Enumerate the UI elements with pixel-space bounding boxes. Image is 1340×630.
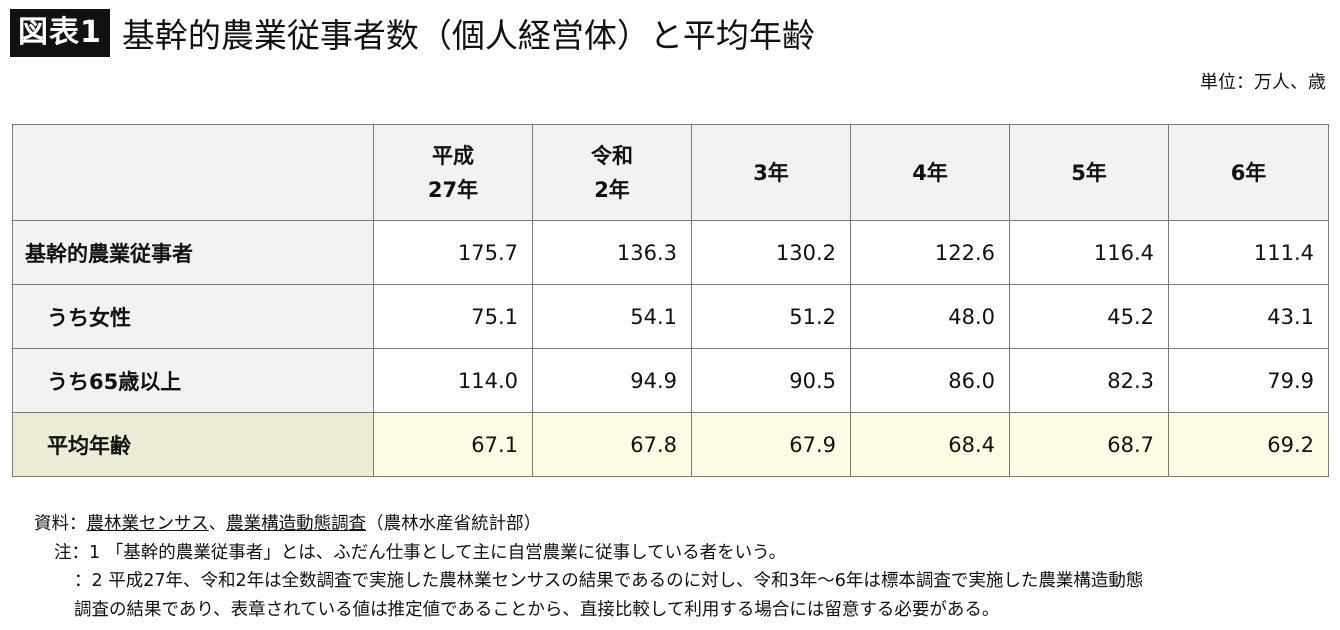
table-cell: 79.9	[1168, 348, 1329, 413]
note-2-line-2: 調査の結果であり、表章されている値は推定値であることから、直接比較して利用する場…	[74, 599, 1000, 620]
table-row: 基幹的農業従事者 175.7 136.3 130.2 122.6 116.4 1…	[12, 220, 1329, 285]
table-cell: 130.2	[691, 220, 851, 285]
header-cell: 平成 27年	[373, 124, 533, 221]
source-link-survey[interactable]: 農業構造動態調査	[226, 514, 367, 534]
header-cell: 3年	[691, 124, 851, 221]
table-cell: 90.5	[691, 348, 851, 413]
table-cell: 67.1	[373, 412, 533, 477]
table-cell: 69.2	[1168, 412, 1329, 477]
figure-title: 基幹的農業従事者数（個人経営体）と平均年齢	[121, 16, 815, 55]
row-label: 平均年齢	[12, 412, 374, 477]
header-cell: 5年	[1009, 124, 1169, 221]
table-cell: 54.1	[532, 284, 692, 349]
table-cell: 94.9	[532, 348, 692, 413]
header-cell: 令和 2年	[532, 124, 692, 221]
table-row: うち女性 75.1 54.1 51.2 48.0 45.2 43.1	[12, 284, 1329, 349]
header-corner	[12, 124, 374, 221]
note-1: 注：1 「基幹的農業従事者」とは、ふだん仕事として主に自営農業に従事している者を…	[54, 542, 787, 563]
table-cell: 48.0	[850, 284, 1010, 349]
source-prefix: 資料：	[34, 514, 87, 534]
table-cell: 43.1	[1168, 284, 1329, 349]
table-cell: 67.8	[532, 412, 692, 477]
table-cell: 86.0	[850, 348, 1010, 413]
row-label: うち65歳以上	[12, 348, 374, 413]
table-cell: 45.2	[1009, 284, 1169, 349]
source-suffix: （農林水産省統計部）	[366, 514, 542, 534]
table-cell: 175.7	[373, 220, 533, 285]
table-cell: 68.4	[850, 412, 1010, 477]
table-cell: 111.4	[1168, 220, 1329, 285]
table-cell: 122.6	[850, 220, 1010, 285]
figure-badge: 図表1	[10, 9, 110, 57]
table-row-average-age: 平均年齢 67.1 67.8 67.9 68.4 68.7 69.2	[12, 412, 1329, 477]
header-cell: 6年	[1168, 124, 1329, 221]
note-2-line-1: ：2 平成27年、令和2年は全数調査で実施した農林業センサスの結果であるのに対し…	[74, 571, 1144, 591]
unit-label: 単位：万人、歳	[1200, 72, 1326, 93]
table-cell: 75.1	[373, 284, 533, 349]
figure-title-row: 図表1 基幹的農業従事者数（個人経営体）と平均年齢	[10, 8, 815, 58]
row-label: うち女性	[12, 284, 374, 349]
header-row: 平成 27年 令和 2年 3年 4年 5年 6年	[12, 124, 1329, 221]
table-cell: 51.2	[691, 284, 851, 349]
source-link-census[interactable]: 農林業センサス	[86, 514, 209, 534]
table-cell: 82.3	[1009, 348, 1169, 413]
table-cell: 67.9	[691, 412, 851, 477]
table-cell: 114.0	[373, 348, 533, 413]
source-separator: 、	[208, 514, 227, 534]
data-table: 平成 27年 令和 2年 3年 4年 5年 6年 基幹的農業従事者 175.7 …	[12, 124, 1329, 477]
header-cell: 4年	[850, 124, 1010, 221]
table-row: うち65歳以上 114.0 94.9 90.5 86.0 82.3 79.9	[12, 348, 1329, 413]
table-cell: 68.7	[1009, 412, 1169, 477]
table-cell: 136.3	[532, 220, 692, 285]
row-label: 基幹的農業従事者	[12, 220, 374, 285]
table-cell: 116.4	[1009, 220, 1169, 285]
notes: 資料：農林業センサス、農業構造動態調査（農林水産省統計部） 注：1 「基幹的農業…	[34, 510, 1143, 624]
source-note: 資料：農林業センサス、農業構造動態調査（農林水産省統計部）	[34, 510, 1143, 539]
